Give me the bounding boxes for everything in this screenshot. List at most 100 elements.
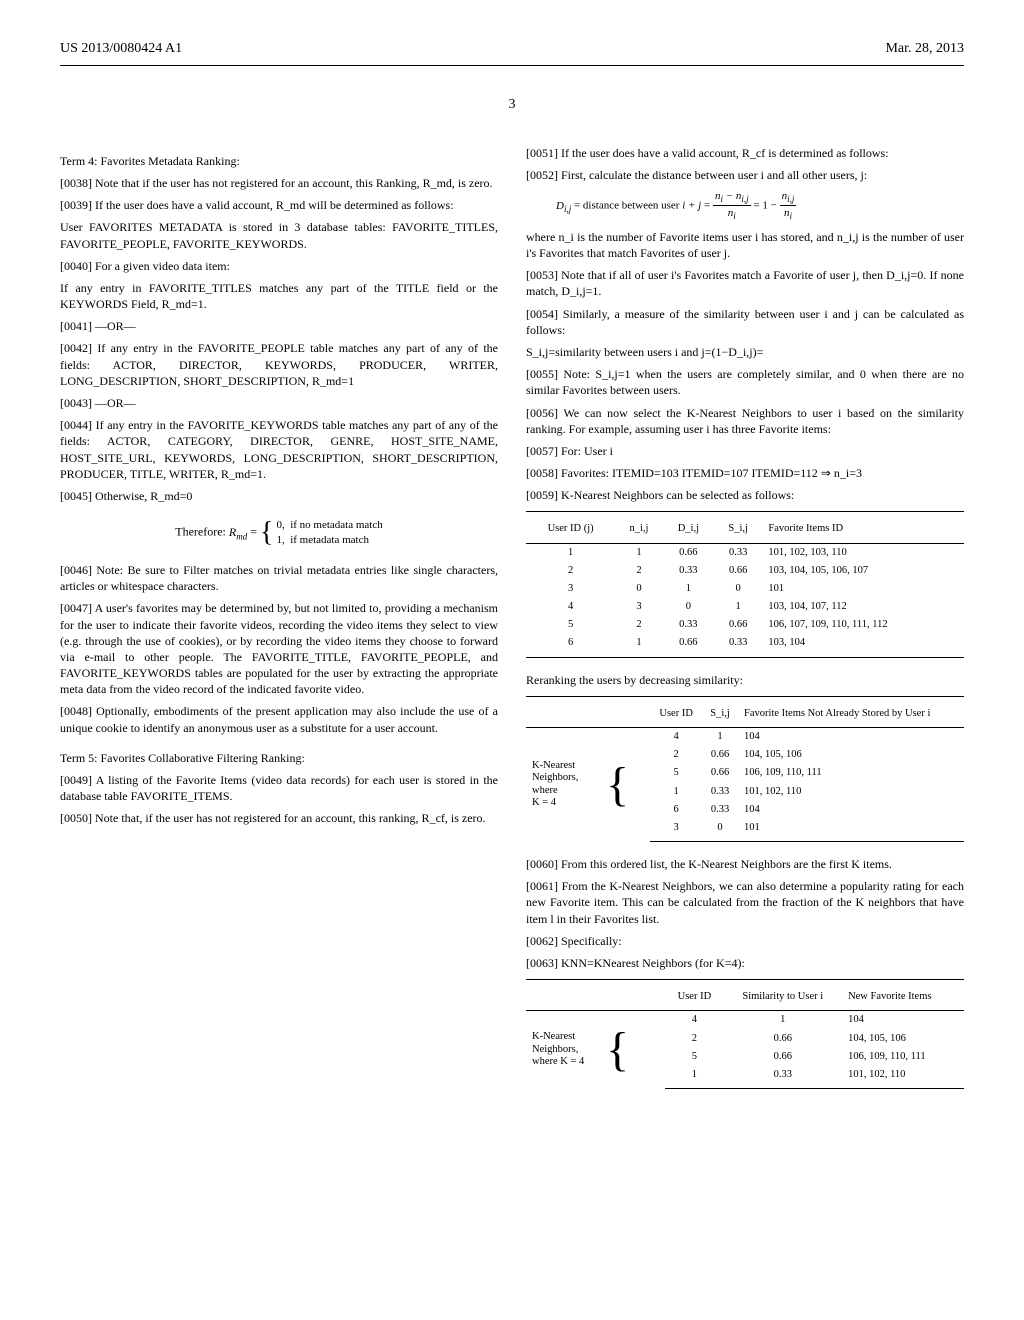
- table-cell: 1: [665, 1066, 723, 1089]
- header-doc-id: US 2013/0080424 A1: [60, 40, 182, 59]
- table-row: 520.330.66106, 107, 109, 110, 111, 112: [526, 616, 964, 634]
- para-0038: [0038] Note that if the user has not reg…: [60, 175, 498, 191]
- table-cell: 103, 104: [762, 634, 964, 657]
- metadata-store-note: User FAVORITES METADATA is stored in 3 d…: [60, 219, 498, 251]
- knn-table-1: User ID (j) n_i,j D_i,j S_i,j Favorite I…: [526, 511, 964, 657]
- table-cell: 1: [714, 598, 762, 616]
- similarity-line: S_i,j=similarity between users i and j=(…: [526, 344, 964, 360]
- table-cell: 0.66: [702, 746, 738, 764]
- table-cell: 0.66: [702, 764, 738, 782]
- t1-col-sij: S_i,j: [714, 516, 762, 543]
- para-0054: [0054] Similarly, a measure of the simil…: [526, 306, 964, 338]
- table-cell: 0.66: [663, 634, 714, 657]
- para-0046: [0046] Note: Be sure to Filter matches o…: [60, 562, 498, 594]
- table-cell: 0.33: [724, 1066, 843, 1089]
- table-cell: 0.66: [714, 562, 762, 580]
- header-rule: [60, 65, 964, 66]
- page-header: US 2013/0080424 A1 Mar. 28, 2013: [60, 40, 964, 59]
- content-columns: Term 4: Favorites Metadata Ranking: [003…: [60, 145, 964, 1103]
- t3-col-empty: [526, 984, 665, 1011]
- term5-heading: Term 5: Favorites Collaborative Filterin…: [60, 750, 498, 766]
- table-cell: 106, 107, 109, 110, 111, 112: [762, 616, 964, 634]
- table-cell: 104: [842, 1011, 964, 1030]
- table-cell: 0.33: [714, 543, 762, 562]
- t3-col-sim: Similarity to User i: [724, 984, 843, 1011]
- t2-col-sij: S_i,j: [702, 701, 738, 728]
- table-cell: 104, 105, 106: [738, 746, 964, 764]
- table-cell: 1: [650, 783, 702, 801]
- knn-table-2: User ID S_i,j Favorite Items Not Already…: [526, 696, 964, 842]
- table-cell: 104: [738, 728, 964, 747]
- rerank-label: Reranking the users by decreasing simila…: [526, 672, 964, 688]
- t1-col-dij: D_i,j: [663, 516, 714, 543]
- t1-col-nij: n_i,j: [615, 516, 663, 543]
- table-cell: 106, 109, 110, 111: [738, 764, 964, 782]
- table-cell: 101, 102, 110: [738, 783, 964, 801]
- para-0055: [0055] Note: S_i,j=1 when the users are …: [526, 366, 964, 398]
- table-row: 110.660.33101, 102, 103, 110: [526, 543, 964, 562]
- knn-table-3: User ID Similarity to User i New Favorit…: [526, 979, 964, 1089]
- para-0047: [0047] A user's favorites may be determi…: [60, 600, 498, 697]
- table-side-label: K-NearestNeighbors,whereK = 4{: [526, 728, 650, 842]
- para-0048: [0048] Optionally, embodiments of the pr…: [60, 703, 498, 735]
- table-cell: 2: [615, 562, 663, 580]
- header-date: Mar. 28, 2013: [885, 40, 964, 59]
- table-row: 4301103, 104, 107, 112: [526, 598, 964, 616]
- para-0058: [0058] Favorites: ITEMID=103 ITEMID=107 …: [526, 465, 964, 481]
- table-cell: 1: [724, 1011, 843, 1030]
- table-cell: 1: [615, 634, 663, 657]
- table-row: K-NearestNeighbors,where K = 4{41104: [526, 1011, 964, 1030]
- table-cell: 3: [615, 598, 663, 616]
- t2-col-empty: [526, 701, 650, 728]
- table-cell: 2: [665, 1030, 723, 1048]
- table-cell: 101: [762, 580, 964, 598]
- table-cell: 2: [526, 562, 615, 580]
- table-cell: 0: [702, 819, 738, 842]
- para-0040: [0040] For a given video data item:: [60, 258, 498, 274]
- para-0045: [0045] Otherwise, R_md=0: [60, 488, 498, 504]
- t1-col-favitems: Favorite Items ID: [762, 516, 964, 543]
- para-0041: [0041] —OR—: [60, 318, 498, 334]
- para-0050: [0050] Note that, if the user has not re…: [60, 810, 498, 826]
- rmd-formula: Therefore: Rmd = { 0, if no metadata mat…: [60, 514, 498, 552]
- table-cell: 4: [665, 1011, 723, 1030]
- para-0062: [0062] Specifically:: [526, 933, 964, 949]
- table-cell: 6: [526, 634, 615, 657]
- para-0052: [0052] First, calculate the distance bet…: [526, 167, 964, 183]
- table-cell: 0.66: [663, 543, 714, 562]
- table-cell: 0: [615, 580, 663, 598]
- table-row: K-NearestNeighbors,whereK = 4{41104: [526, 728, 964, 747]
- table-row: 220.330.66103, 104, 105, 106, 107: [526, 562, 964, 580]
- t3-col-newfav: New Favorite Items: [842, 984, 964, 1011]
- table-cell: 5: [650, 764, 702, 782]
- table-cell: 0.33: [702, 783, 738, 801]
- para-0056: [0056] We can now select the K-Nearest N…: [526, 405, 964, 437]
- table-cell: 4: [650, 728, 702, 747]
- table-cell: 3: [650, 819, 702, 842]
- para-0059: [0059] K-Nearest Neighbors can be select…: [526, 487, 964, 503]
- para-0049: [0049] A listing of the Favorite Items (…: [60, 772, 498, 804]
- table-cell: 101, 102, 110: [842, 1066, 964, 1089]
- table-side-label: K-NearestNeighbors,where K = 4{: [526, 1011, 665, 1089]
- table-cell: 101: [738, 819, 964, 842]
- para-0053: [0053] Note that if all of user i's Favo…: [526, 267, 964, 299]
- para-0057: [0057] For: User i: [526, 443, 964, 459]
- right-column: [0051] If the user does have a valid acc…: [526, 145, 964, 1103]
- table-row: 3010101: [526, 580, 964, 598]
- distance-where: where n_i is the number of Favorite item…: [526, 229, 964, 261]
- table-cell: 2: [615, 616, 663, 634]
- table-cell: 4: [526, 598, 615, 616]
- table-cell: 5: [526, 616, 615, 634]
- table-cell: 0.66: [724, 1030, 843, 1048]
- table-cell: 103, 104, 107, 112: [762, 598, 964, 616]
- t1-col-userid: User ID (j): [526, 516, 615, 543]
- t2-col-favitems: Favorite Items Not Already Stored by Use…: [738, 701, 964, 728]
- table-cell: 106, 109, 110, 111: [842, 1048, 964, 1066]
- term4-heading: Term 4: Favorites Metadata Ranking:: [60, 153, 498, 169]
- table-cell: 0.66: [714, 616, 762, 634]
- table-cell: 0.33: [702, 801, 738, 819]
- left-column: Term 4: Favorites Metadata Ranking: [003…: [60, 145, 498, 1103]
- table-cell: 0.33: [714, 634, 762, 657]
- distance-formula: Di,j = distance between user i + j = ni …: [556, 189, 964, 223]
- table-cell: 0.33: [663, 562, 714, 580]
